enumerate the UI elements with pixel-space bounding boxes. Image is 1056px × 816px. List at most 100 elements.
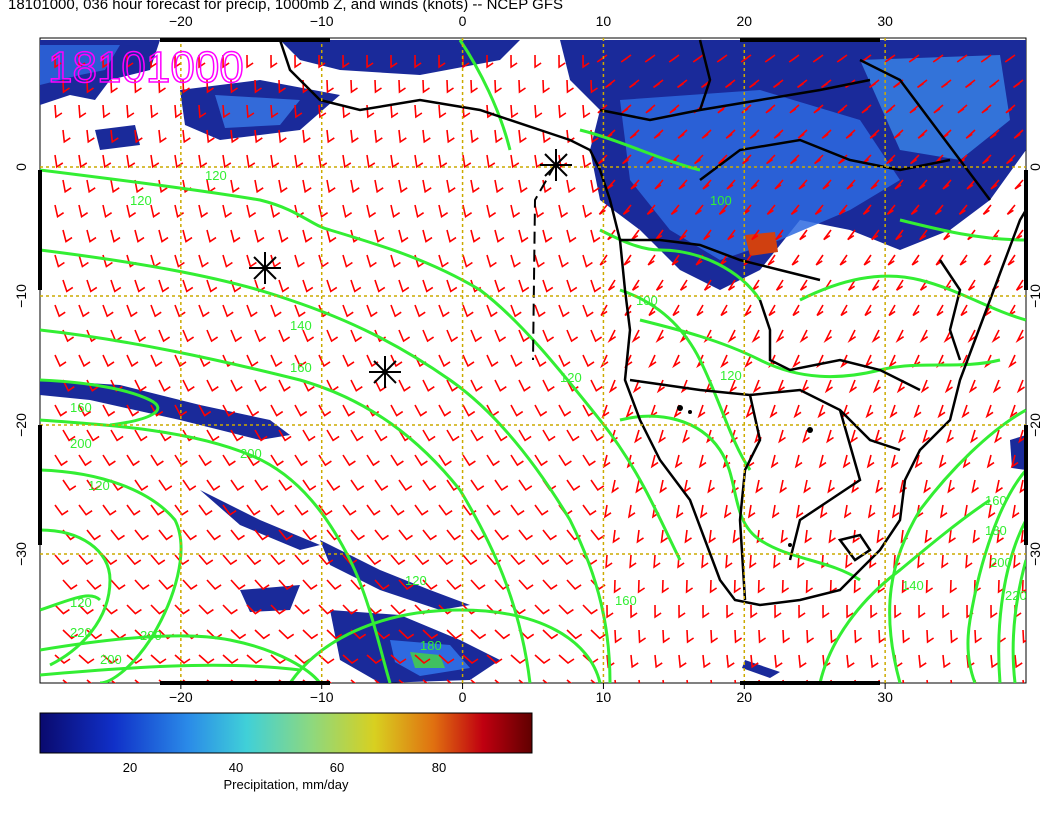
wind-barb: [486, 204, 497, 219]
wind-barb: [558, 204, 569, 219]
wind-barb: [959, 254, 968, 266]
wind-barb: [837, 104, 848, 114]
wind-barb: [534, 354, 547, 368]
contour-label: 100: [710, 193, 732, 208]
island: [788, 543, 792, 547]
wind-barb: [150, 654, 167, 665]
wind-barb: [462, 554, 478, 566]
wind-barb: [446, 529, 461, 541]
wind-barb: [374, 279, 386, 293]
wind-barb: [390, 104, 399, 119]
wind-barb: [847, 279, 856, 291]
wind-barb: [62, 479, 77, 492]
wind-barb: [518, 379, 531, 392]
wind-barb: [912, 304, 920, 317]
wind-barb: [893, 79, 904, 89]
wind-barb: [990, 179, 1000, 190]
wind-barb: [78, 204, 89, 219]
wind-barb: [198, 504, 213, 516]
wind-barb: [648, 304, 656, 317]
wind-barb: [1013, 79, 1024, 89]
wind-barb: [893, 129, 904, 139]
wind-barb: [438, 54, 446, 69]
wind-barb: [422, 429, 436, 442]
wind-barb: [206, 479, 221, 492]
wind-barb: [582, 354, 595, 368]
wind-barb: [494, 229, 505, 243]
wind-barb: [390, 404, 404, 417]
wind-barb: [861, 104, 872, 114]
wind-barb: [747, 504, 756, 519]
wind-barb: [246, 304, 258, 318]
wind-barb: [326, 129, 335, 144]
lon-tick-label-bottom: 30: [877, 689, 893, 705]
wind-barb: [110, 179, 120, 194]
wind-barb: [54, 354, 67, 368]
contour-line: [40, 328, 532, 683]
wind-barb: [326, 179, 336, 194]
wind-barb: [462, 354, 475, 368]
wind-barb: [254, 579, 270, 590]
wind-barb: [542, 79, 550, 94]
wind-barb: [62, 579, 78, 590]
wind-barb: [769, 404, 778, 419]
wind-barb: [917, 129, 928, 139]
wind-barb: [636, 529, 644, 544]
wind-barb: [917, 79, 928, 89]
wind-barb: [222, 54, 230, 69]
wind-barb: [230, 529, 245, 541]
wind-barb: [750, 179, 760, 190]
wind-barb: [925, 579, 934, 594]
wind-barb: [718, 154, 728, 165]
wind-barb: [599, 254, 608, 266]
wind-barb: [422, 129, 431, 144]
wind-barb: [438, 204, 449, 219]
wind-barb: [174, 304, 186, 318]
wind-barb: [558, 604, 574, 615]
wind-barb: [888, 354, 897, 369]
wind-barb: [182, 529, 197, 541]
wind-barb: [470, 629, 487, 640]
wind-barb: [374, 129, 383, 144]
wind-barb: [510, 354, 523, 368]
wind-barb: [326, 629, 343, 640]
wind-barb: [78, 354, 91, 368]
wind-barb: [110, 379, 123, 392]
wind-barb: [222, 454, 236, 467]
wind-barb: [750, 654, 759, 669]
wind-barb: [1006, 204, 1016, 215]
wind-barb: [222, 204, 233, 219]
wind-barb: [867, 504, 876, 519]
wind-barb: [134, 229, 145, 243]
wind-barb: [86, 429, 100, 442]
wind-barb: [891, 504, 900, 519]
wind-barb: [660, 529, 668, 544]
wind-barb: [932, 54, 944, 63]
wind-barb: [658, 429, 666, 444]
wind-barb: [992, 379, 1001, 394]
contour-line: [40, 378, 160, 427]
wind-barb: [799, 279, 808, 291]
wind-barb: [702, 654, 711, 669]
wind-barb: [270, 654, 287, 665]
wind-barb: [654, 179, 664, 190]
wind-barb: [302, 479, 317, 492]
wind-barb: [294, 154, 304, 169]
contour-label: 120: [205, 168, 227, 183]
wind-barb: [926, 629, 935, 644]
wind-barb: [869, 129, 880, 139]
wind-barb: [342, 104, 351, 119]
wind-barb: [102, 454, 116, 467]
wind-barb: [710, 629, 719, 644]
wind-barb: [534, 404, 548, 417]
wind-barb: [246, 354, 259, 368]
wind-barb: [782, 629, 791, 644]
wind-barb: [182, 479, 197, 492]
wind-barb: [398, 629, 415, 640]
wind-barb: [1013, 129, 1024, 139]
wind-barb: [990, 604, 998, 619]
wind-barb: [558, 304, 570, 318]
wind-barb: [366, 654, 383, 665]
wind-barb: [566, 79, 574, 94]
wind-barb: [726, 179, 736, 190]
